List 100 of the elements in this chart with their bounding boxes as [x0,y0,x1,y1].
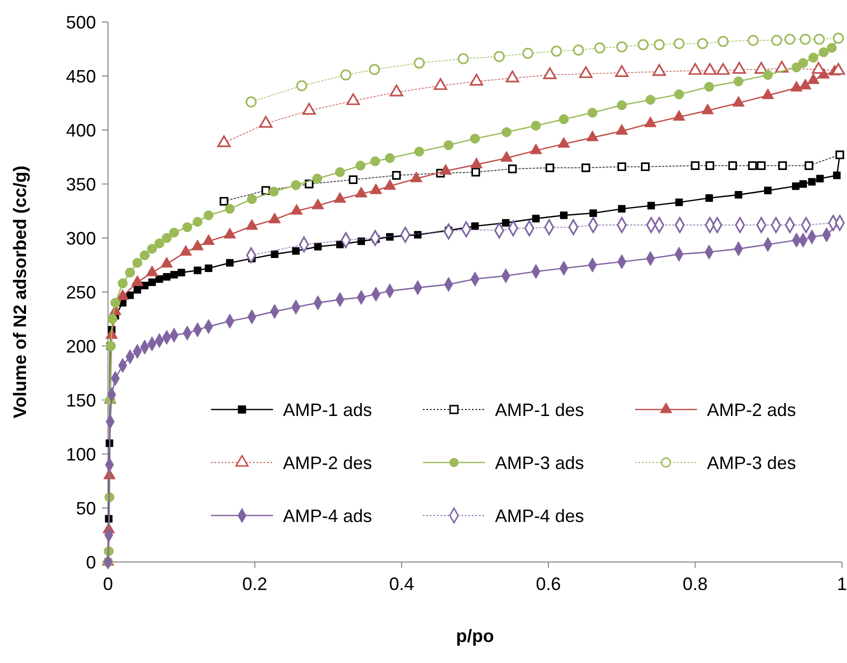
point [390,84,404,96]
point [734,191,742,199]
point [672,110,686,121]
point [334,192,346,203]
point [550,46,562,57]
point [178,268,186,276]
y-tick-label: 250 [66,282,96,302]
point [471,168,480,176]
point [147,244,158,254]
y-tick-label: 400 [66,120,96,140]
point [182,222,192,232]
y-tick-label: 50 [76,498,96,518]
point [110,298,120,308]
point [652,64,666,76]
point [826,42,837,53]
point [370,183,382,194]
x-tick-label: 0.8 [682,574,708,594]
point [246,194,257,204]
point [644,116,657,128]
point [615,65,628,77]
point [638,39,649,50]
point [703,63,717,75]
point [522,48,534,59]
point [530,120,541,131]
point [748,34,759,46]
point [296,80,308,92]
point [500,151,513,162]
point [762,88,774,100]
point [132,258,142,268]
point [502,127,512,138]
point [594,42,606,54]
point [674,89,684,100]
point [814,34,825,45]
point [220,196,228,206]
x-axis-title: p/po [456,626,494,646]
point [804,161,814,170]
point [640,162,650,172]
point [268,212,281,224]
point [558,114,569,124]
point [702,104,714,114]
point [792,62,802,72]
point [224,204,235,214]
point [589,209,597,217]
point [532,214,540,222]
point [170,270,178,279]
point [292,247,300,255]
y-tick-label: 100 [66,444,96,464]
point [356,160,366,171]
y-tick-label: 300 [66,228,96,248]
point [194,266,202,274]
point [546,163,554,172]
point [302,102,316,115]
legend-label: AMP-1 ads [283,400,372,420]
legend-label: AMP-4 des [495,506,584,526]
point [348,175,358,184]
point [384,153,395,164]
point [734,76,744,86]
point [800,34,811,45]
point [355,186,368,198]
x-tick-label: 0.4 [389,574,414,594]
point [732,62,746,74]
y-tick-label: 450 [66,66,96,86]
point [169,228,180,238]
x-tick-label: 0.2 [242,574,268,594]
point [414,58,425,69]
point [718,36,729,47]
point [268,186,279,197]
y-tick-label: 0 [86,552,96,572]
legend-label: AMP-4 ads [283,506,372,526]
point [226,259,234,267]
point [368,64,380,76]
point [771,34,782,46]
point [706,161,714,170]
point [799,180,807,188]
point [586,130,599,142]
point [818,47,829,58]
point [312,174,322,184]
point [125,268,135,278]
y-tick-label: 350 [66,174,96,194]
point [582,163,590,172]
point [654,39,665,50]
point [346,93,360,106]
legend-label: AMP-1 des [495,400,584,420]
point [558,136,570,148]
legend-label: AMP-2 ads [707,400,796,420]
point [617,162,626,172]
point [148,278,156,286]
point [799,78,812,90]
x-tick-label: 0.6 [536,574,561,594]
point [675,198,683,206]
point [340,69,352,80]
point [204,264,212,272]
point [146,266,158,276]
point [756,161,766,170]
point [616,41,628,52]
point [470,74,484,86]
point [587,108,598,118]
x-tick-label: 1 [836,574,847,594]
point [204,210,214,220]
point [697,38,708,50]
